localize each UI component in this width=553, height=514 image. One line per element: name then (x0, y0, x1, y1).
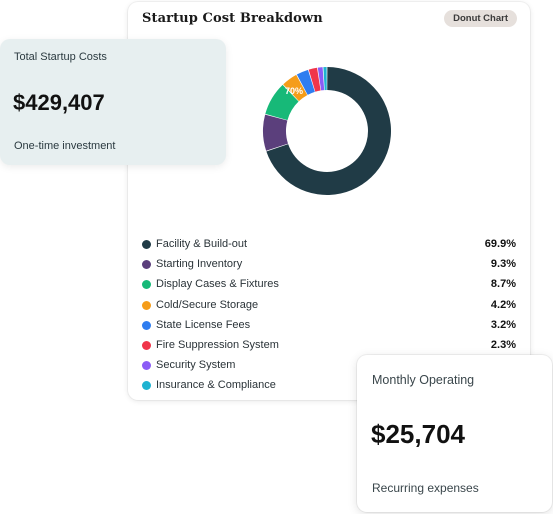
donut-chart: 70% (263, 67, 391, 195)
legend-item: Display Cases & Fixtures 8.7% (142, 276, 516, 296)
donut-slice-6 (317, 67, 325, 91)
monthly-operating-subtitle: Recurring expenses (372, 481, 479, 495)
legend-swatch (142, 240, 151, 249)
legend-label: Insurance & Compliance (156, 379, 276, 392)
monthly-operating-label: Monthly Operating (372, 373, 475, 387)
total-costs-subtitle: One-time investment (14, 140, 116, 152)
donut-slice-7 (323, 67, 327, 91)
legend-swatch (142, 340, 151, 350)
total-costs-amount: $429,407 (13, 90, 105, 115)
legend-label: Starting Inventory (156, 258, 243, 271)
legend-label: Display Cases & Fixtures (156, 278, 279, 291)
chart-title: Startup Cost Breakdown (142, 11, 323, 26)
legend-item: Starting Inventory 9.3% (142, 256, 516, 276)
legend-value: 3.2% (490, 318, 516, 331)
chart-legend: Facility & Build-out 69.9% Starting Invent… (142, 236, 516, 398)
legend-label: Cold/Secure Storage (156, 298, 259, 311)
legend-swatch (142, 381, 151, 391)
legend-item: State License Fees 3.2% (142, 317, 516, 337)
total-costs-label: Total Startup Costs (14, 51, 107, 63)
legend-item: Cold/Secure Storage 4.2% (142, 297, 516, 317)
legend-item: Fire Suppression System 2.3% (142, 337, 516, 357)
monthly-operating-card: Monthly Operating $25,704 Recurring expe… (357, 355, 552, 512)
legend-item: Insurance & Compliance (142, 377, 516, 397)
legend-value: 8.7% (490, 278, 516, 291)
legend-value: 2.3% (490, 338, 516, 351)
legend-label: State License Fees (156, 318, 251, 331)
donut-slice-0 (266, 67, 391, 195)
legend-value: 9.3% (490, 258, 516, 271)
legend-swatch (142, 280, 151, 290)
legend-item: Security System (142, 357, 516, 377)
chart-type-badge[interactable]: Donut Chart (444, 10, 517, 27)
legend-item: Facility & Build-out 69.9% (142, 236, 516, 256)
legend-label: Facility & Build-out (156, 238, 248, 250)
donut-slice-1 (263, 114, 289, 151)
donut-slice-2 (265, 84, 299, 121)
legend-swatch (142, 361, 151, 371)
monthly-operating-amount: $25,704 (371, 419, 465, 449)
legend-label: Security System (156, 359, 236, 372)
donut-slice-5 (308, 67, 321, 92)
donut-slice-label: 70% (285, 86, 303, 96)
legend-value: 4.2% (490, 298, 516, 311)
legend-swatch (142, 300, 151, 310)
donut-slice-3 (283, 74, 308, 102)
legend-swatch (142, 320, 151, 330)
donut-slice-4 (296, 69, 315, 95)
legend-swatch (142, 260, 151, 270)
total-startup-costs-card: Total Startup Costs $429,407 One-time in… (0, 39, 226, 165)
legend-label: Fire Suppression System (156, 338, 279, 351)
chart-card: Startup Cost Breakdown Donut Chart 70% F… (128, 2, 530, 400)
legend-value: 69.9% (484, 238, 516, 250)
